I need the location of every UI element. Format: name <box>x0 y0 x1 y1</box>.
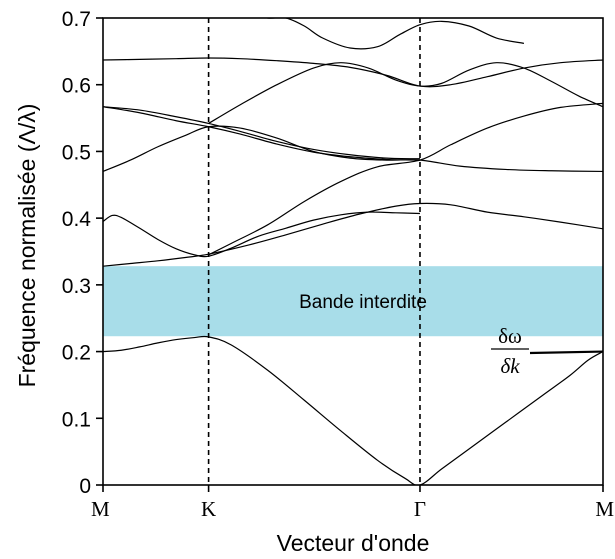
plot-frame <box>102 17 604 486</box>
band-curve-8 <box>208 62 603 124</box>
band-curve-4 <box>103 125 603 173</box>
dispersion-numerator: δω <box>498 324 522 348</box>
band-curve-3 <box>103 211 420 258</box>
band-curve-6 <box>103 106 420 160</box>
slope-pointer <box>529 350 604 355</box>
x-axis-label: Vecteur d'onde <box>277 530 430 556</box>
y-tick-label: 0.4 <box>62 208 92 231</box>
band-gap-label: Bande interdite <box>299 292 427 313</box>
y-tick-label: 0 <box>79 475 91 498</box>
y-tick-label: 0.6 <box>62 75 91 98</box>
band-curve-10 <box>261 18 525 50</box>
x-tick-label: K <box>201 497 216 521</box>
band-curve-5 <box>208 102 603 256</box>
band-curve-9 <box>103 57 603 88</box>
y-tick-label: 0.2 <box>62 342 91 365</box>
y-tick-label: 0.3 <box>62 275 91 298</box>
x-tick-label: Γ <box>414 497 426 521</box>
band-curve-1 <box>103 335 603 485</box>
y-tick-label: 0.7 <box>62 8 91 31</box>
band-curve-7 <box>103 106 420 161</box>
dispersion-denominator: δk <box>500 354 520 378</box>
y-axis-label: Fréquence normalisée (Λ/λ) <box>14 104 40 388</box>
band-curve-2 <box>103 202 603 267</box>
band-gap-region <box>103 266 603 337</box>
y-tick-label: 0.1 <box>62 408 91 431</box>
x-tick-label: M <box>91 497 110 521</box>
x-tick-label: M <box>595 497 614 521</box>
y-tick-label: 0.5 <box>62 141 91 164</box>
